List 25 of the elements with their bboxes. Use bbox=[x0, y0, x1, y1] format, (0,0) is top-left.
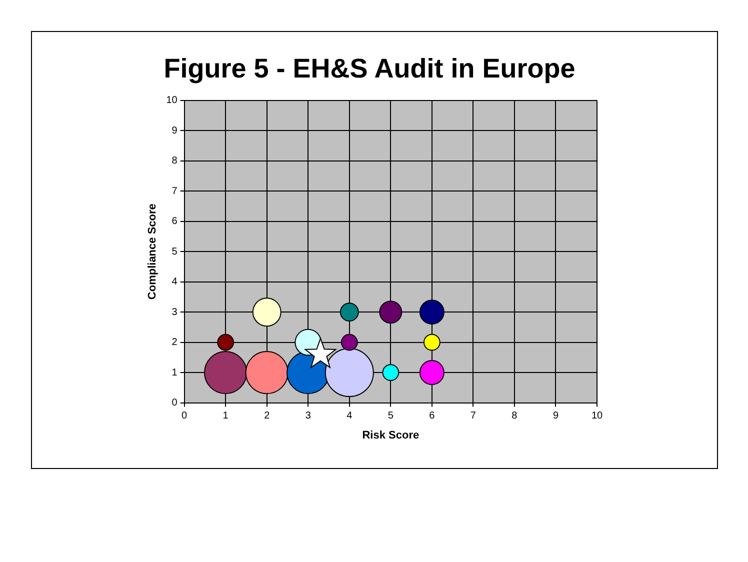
x-tick-label: 7 bbox=[470, 410, 476, 422]
x-tick-label: 8 bbox=[512, 410, 518, 422]
x-tick-label: 0 bbox=[182, 410, 188, 422]
y-tick-label: 7 bbox=[172, 186, 178, 197]
x-tick-label: 10 bbox=[591, 410, 603, 422]
y-tick-label: 8 bbox=[172, 156, 178, 167]
y-tick-label: 1 bbox=[172, 367, 178, 378]
x-tick-label: 9 bbox=[552, 410, 559, 422]
x-tick-label: 1 bbox=[222, 410, 229, 422]
x-tick-label: 3 bbox=[305, 410, 312, 422]
y-tick-label: 0 bbox=[172, 398, 178, 409]
x-tick-label: 5 bbox=[388, 410, 394, 422]
y-tick-label: 3 bbox=[172, 306, 178, 318]
y-tick-label: 4 bbox=[172, 276, 178, 288]
y-axis-title: Compliance Score bbox=[146, 204, 159, 300]
y-tick-label: 6 bbox=[172, 216, 178, 228]
y-tick-label: 5 bbox=[172, 246, 178, 258]
x-tick-label: 6 bbox=[429, 410, 436, 422]
x-tick-label: 4 bbox=[346, 410, 353, 422]
y-tick-label: 2 bbox=[172, 337, 178, 348]
y-tick-label: 10 bbox=[166, 95, 178, 106]
x-axis-title: Risk Score bbox=[362, 429, 420, 442]
y-tick-label: 9 bbox=[172, 125, 178, 136]
chart-title: Figure 5 - EH&S Audit in Europe bbox=[164, 54, 576, 84]
x-tick-label: 2 bbox=[264, 410, 270, 422]
